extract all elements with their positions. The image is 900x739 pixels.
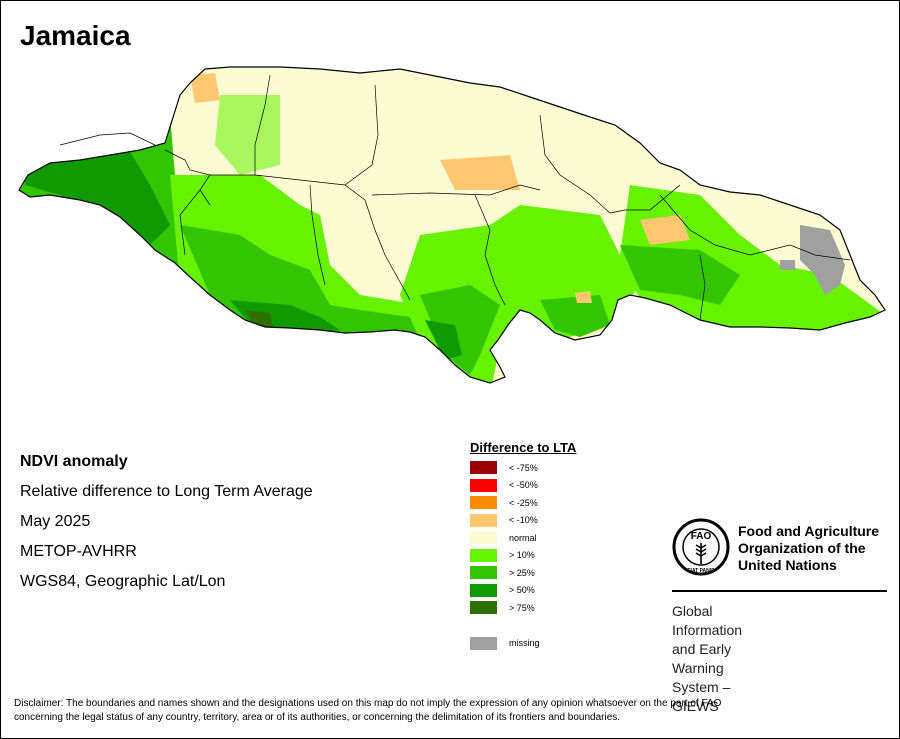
legend-item: > 75% <box>470 599 576 617</box>
orange-patch-north <box>190 73 220 103</box>
map-info: NDVI anomaly Relative difference to Long… <box>20 447 313 597</box>
boundary-line <box>699 254 706 321</box>
orange-patch-east <box>640 215 690 245</box>
legend-item: < -25% <box>470 494 576 512</box>
jamaica-map <box>18 66 886 384</box>
info-sensor: METOP-AVHRR <box>20 543 137 560</box>
legend-swatch <box>470 601 497 615</box>
giews-text: Global Information and Early Warning Sys… <box>672 602 742 716</box>
fao-logo-letters: FAO <box>691 531 712 542</box>
legend-label: < -10% <box>509 515 538 526</box>
boundary-line <box>371 184 541 196</box>
wheat-icon <box>695 543 707 564</box>
legend-label: > 25% <box>509 567 535 578</box>
north-central-green-zone <box>215 95 280 175</box>
info-date: May 2025 <box>20 513 91 530</box>
boundary-line <box>609 184 681 214</box>
legend-label: > 50% <box>509 585 535 596</box>
boundary-line <box>344 184 411 301</box>
info-projection: WGS84, Geographic Lat/Lon <box>20 573 226 590</box>
giews-line: Global Information and Early <box>672 603 743 657</box>
boundary-line <box>474 194 506 306</box>
fao-name-line: Food and Agriculture <box>738 523 880 539</box>
legend-label: < -50% <box>509 480 538 491</box>
legend-swatch <box>470 583 497 597</box>
central-south-dark-zone <box>425 320 462 360</box>
legend-item: > 10% <box>470 547 576 565</box>
legend-label: > 10% <box>509 550 535 561</box>
legend-title: Difference to LTA <box>470 440 577 455</box>
fao-logo-motto: FIAT PANIS <box>687 568 715 574</box>
legend-label: < -75% <box>509 462 538 473</box>
ndvi-raster <box>19 67 885 383</box>
disclaimer-line: concerning the legal status of any count… <box>14 712 621 723</box>
legend-swatch <box>470 496 497 510</box>
legend-item: < -50% <box>470 477 576 495</box>
legend-swatch <box>470 636 497 650</box>
central-south-mid-zone <box>420 285 500 375</box>
legend-item: > 50% <box>470 582 576 600</box>
info-heading: NDVI anomaly <box>20 453 128 470</box>
east-green-zone <box>620 185 885 335</box>
boundary-line <box>254 74 271 175</box>
legend-swatch <box>470 531 497 545</box>
legend-item: > 25% <box>470 564 576 582</box>
legend-swatch <box>470 461 497 475</box>
boundary-line <box>210 174 346 186</box>
legend-item: normal <box>470 529 576 547</box>
disclaimer-line: Disclaimer: The boundaries and names sho… <box>14 698 722 709</box>
legend-swatch <box>470 566 497 580</box>
boundary-line <box>344 84 379 186</box>
legend-item: < -10% <box>470 512 576 530</box>
boundary-line <box>789 244 851 261</box>
orange-patch-south <box>575 291 592 303</box>
west-dark-zone <box>25 135 170 245</box>
boundary-line <box>164 149 211 206</box>
legend-swatch <box>470 478 497 492</box>
boundary-line <box>179 189 201 256</box>
divider <box>672 590 887 592</box>
missing-data-zone-2 <box>780 260 795 270</box>
map-title: Jamaica <box>20 20 131 51</box>
southeast-mid-zone <box>540 295 610 337</box>
fao-logo: FAO FIAT PANIS <box>672 518 730 576</box>
legend-item-missing: missing <box>470 635 576 653</box>
boundary-line <box>59 132 156 146</box>
disclaimer: Disclaimer: The boundaries and names sho… <box>14 697 889 725</box>
legend-swatch <box>470 513 497 527</box>
giews-line: Warning System – GIEWS <box>672 660 731 714</box>
legend-label: < -25% <box>509 497 538 508</box>
fao-name-line: United Nations <box>738 557 837 573</box>
east-mid-zone <box>620 245 740 305</box>
missing-data-zone <box>800 225 845 295</box>
orange-patch-central <box>440 155 520 190</box>
boundary-line <box>659 194 791 256</box>
fao-name-line: Organization of the <box>738 540 866 556</box>
legend: Difference to LTA < -75% < -50% < -25% < -1… <box>470 440 576 652</box>
legend-label: > 75% <box>509 602 535 613</box>
legend-label: missing <box>509 638 540 649</box>
legend-item: < -75% <box>470 459 576 477</box>
legend-label: normal <box>509 532 537 543</box>
legend-swatch <box>470 548 497 562</box>
fao-name: Food and Agriculture Organization of the… <box>738 523 898 574</box>
info-description: Relative difference to Long Term Average <box>20 483 313 500</box>
boundary-line <box>309 184 326 286</box>
parish-boundaries <box>59 74 851 321</box>
boundary-line <box>539 114 611 214</box>
